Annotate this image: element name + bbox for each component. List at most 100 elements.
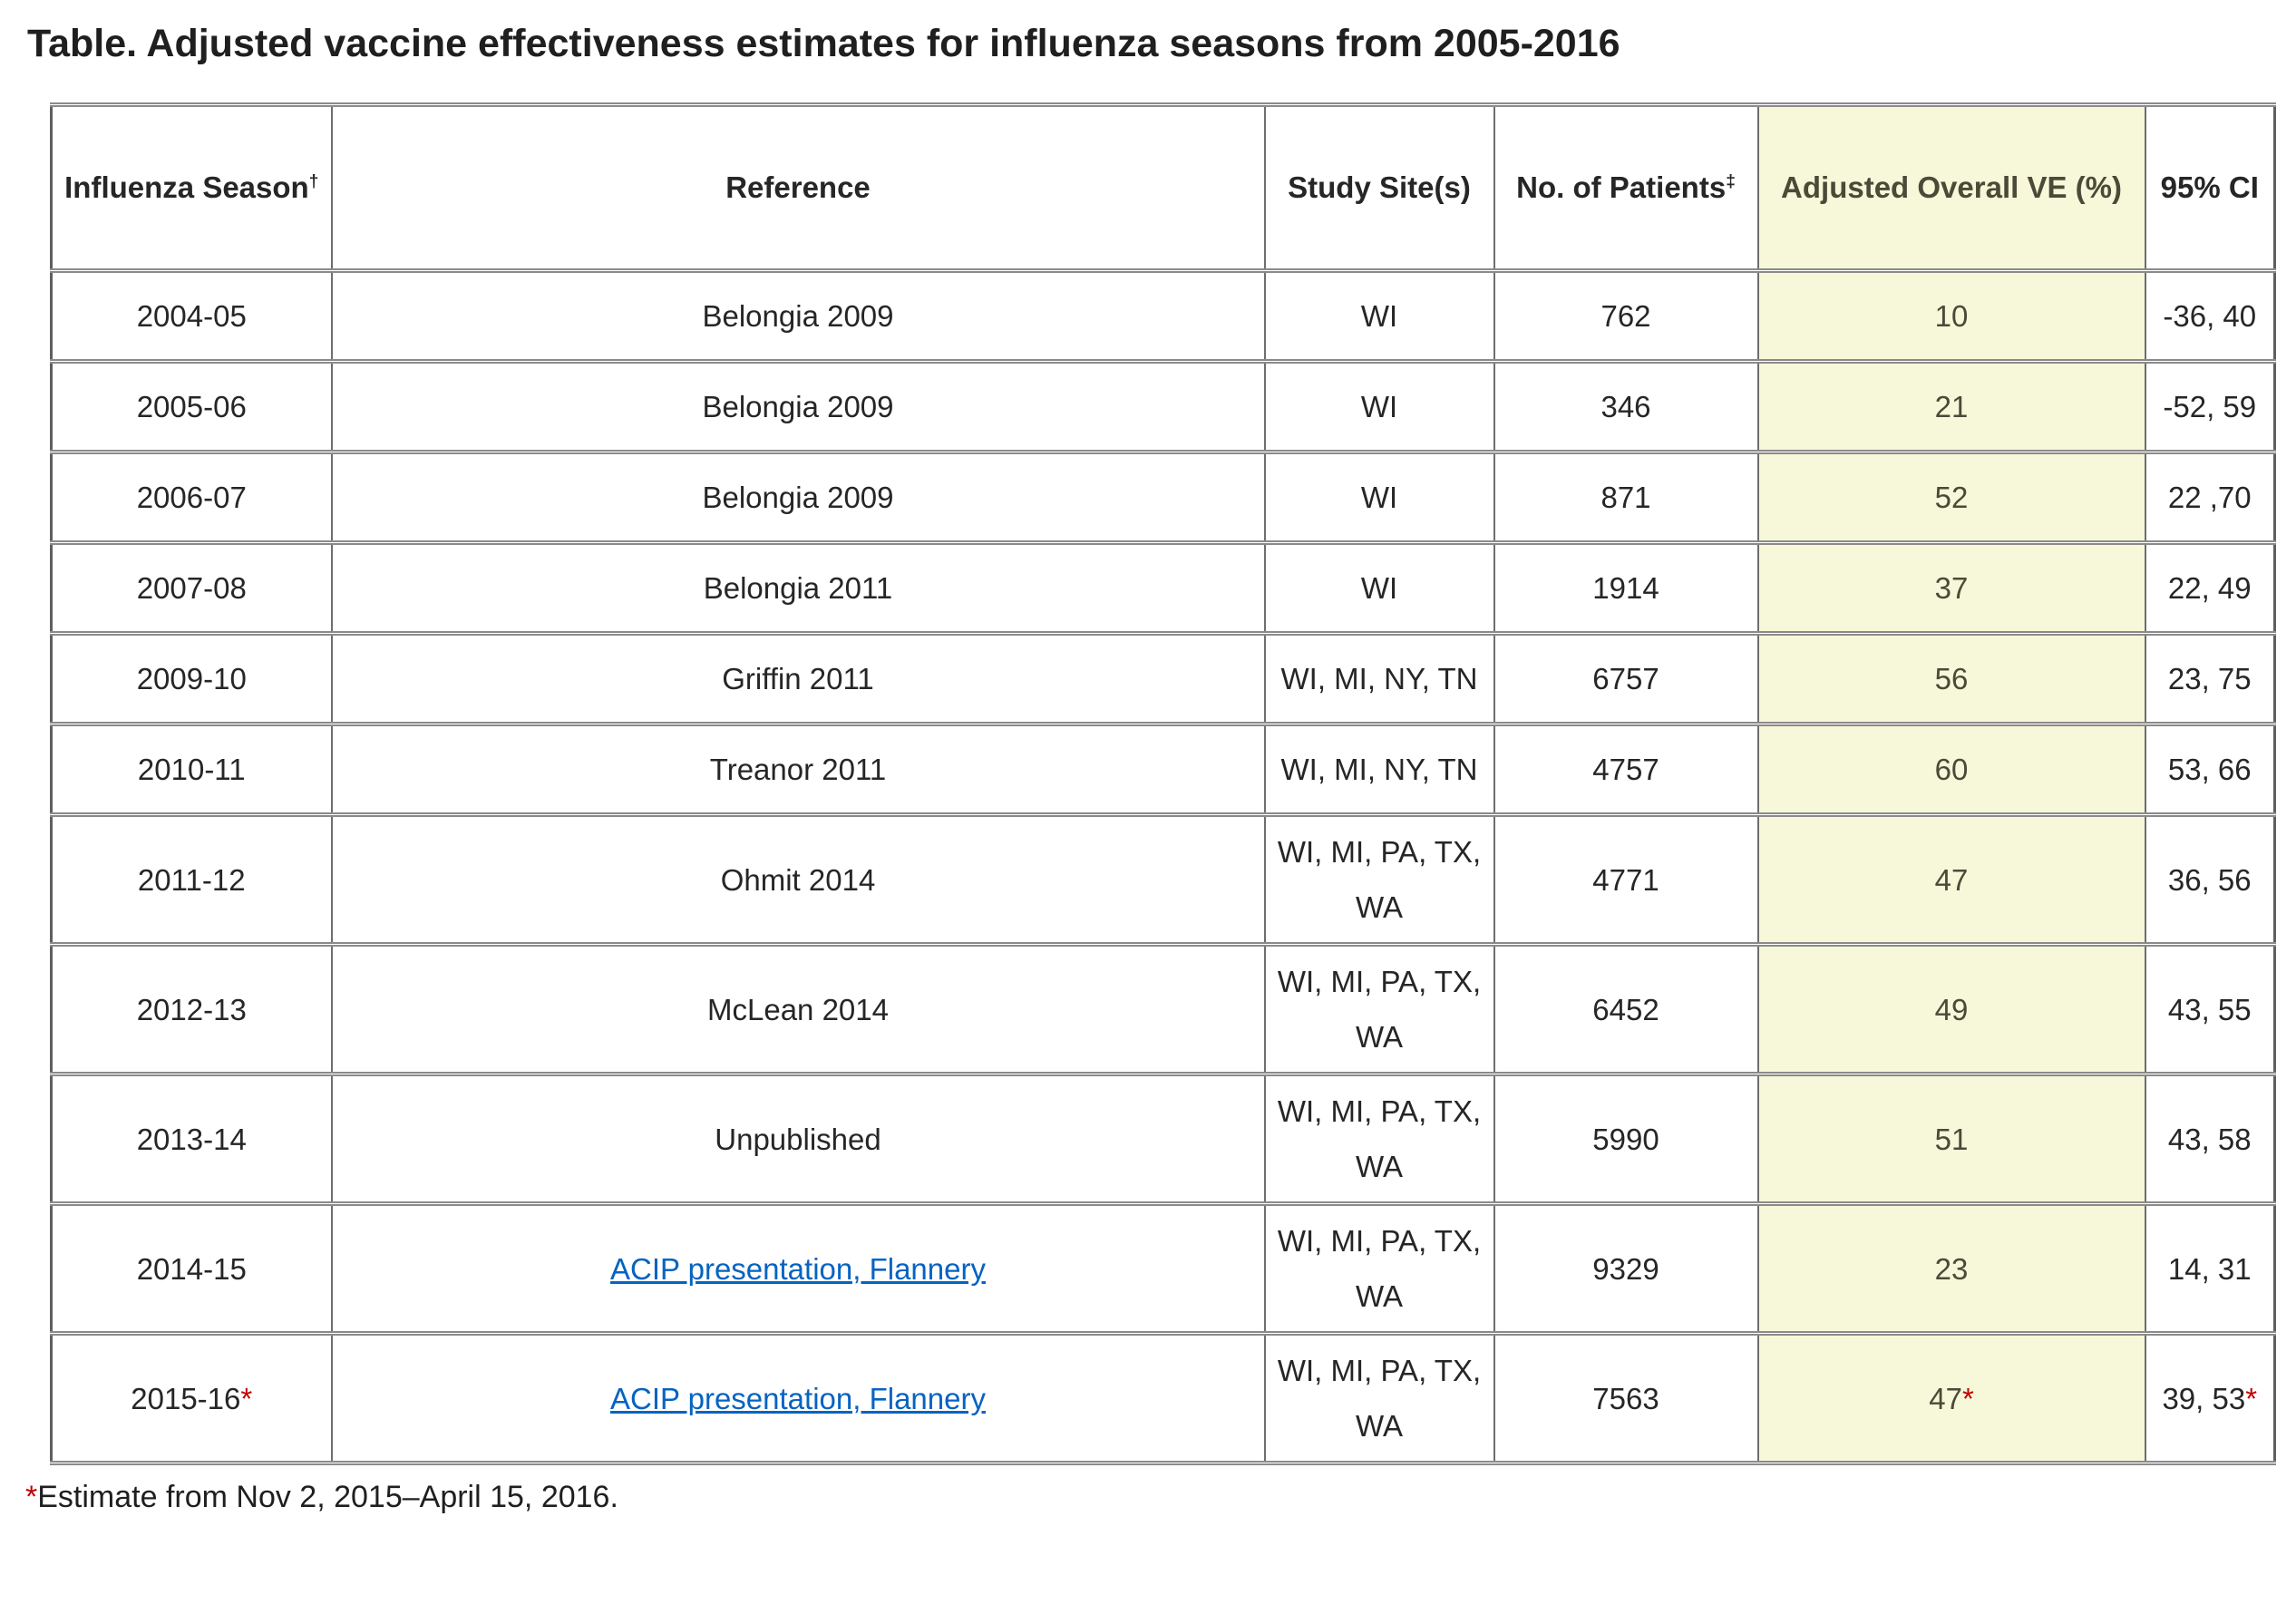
- season-cell: 2012-13: [50, 942, 333, 1077]
- reference-cell: McLean 2014: [330, 942, 1266, 1077]
- table-row: 2012-13 McLean 2014 WI, MI, PA, TX, WA 64…: [50, 942, 2276, 1077]
- reference-link[interactable]: ACIP presentation, Flannery: [610, 1251, 986, 1286]
- column-header-influenza-season: Influenza Season†: [50, 102, 333, 273]
- ve-cell: 23: [1756, 1201, 2146, 1337]
- season-value: 2014-15: [136, 1251, 247, 1286]
- patients-cell: 4771: [1493, 812, 1759, 948]
- ci-cell: -36, 40: [2144, 268, 2276, 364]
- patients-cell: 9329: [1493, 1201, 1759, 1337]
- patients-value: 4771: [1592, 862, 1659, 897]
- season-cell: 2006-07: [50, 450, 333, 545]
- patients-cell: 6452: [1493, 942, 1759, 1077]
- table-row: 2004-05 Belongia 2009 WI 762 10 -36, 40: [50, 268, 2276, 364]
- patients-value: 6757: [1592, 661, 1659, 695]
- reference-value: Ohmit 2014: [720, 862, 876, 897]
- column-header-patients: No. of Patients‡: [1493, 102, 1759, 273]
- patients-cell: 4757: [1493, 722, 1759, 817]
- footnote-text: Estimate from Nov 2, 2015–April 15, 2016…: [37, 1480, 618, 1515]
- ve-cell: 47*: [1756, 1331, 2146, 1466]
- table-row: 2006-07 Belongia 2009 WI 871 52 22 ,70: [50, 450, 2276, 545]
- ve-cell: 10: [1756, 268, 2146, 364]
- season-value: 2009-10: [136, 661, 247, 695]
- ci-cell: 22 ,70: [2144, 450, 2276, 545]
- season-cell: 2014-15: [50, 1201, 333, 1337]
- ci-value: 53, 66: [2167, 752, 2252, 786]
- reference-cell: Ohmit 2014: [330, 812, 1266, 948]
- patients-value: 762: [1600, 298, 1651, 333]
- study-sites-value: WI, MI, PA, TX, WA: [1277, 1354, 1482, 1444]
- patients-value: 871: [1600, 480, 1651, 514]
- season-cell: 2015-16*: [50, 1331, 333, 1466]
- table-row: 2005-06 Belongia 2009 WI 346 21 -52, 59: [50, 359, 2276, 454]
- column-header-adjusted-ve: Adjusted Overall VE (%): [1756, 102, 2146, 273]
- study-sites-cell: WI: [1263, 268, 1495, 364]
- study-sites-value: WI, MI, NY, TN: [1280, 752, 1478, 786]
- footnote-asterisk: *: [25, 1480, 38, 1515]
- ci-value: 22 ,70: [2167, 480, 2252, 514]
- column-header-label: Reference: [725, 170, 871, 205]
- reference-cell: Treanor 2011: [330, 722, 1266, 817]
- ci-cell: 36, 56: [2144, 812, 2276, 948]
- ve-cell: 47: [1756, 812, 2146, 948]
- reference-cell: Unpublished: [330, 1072, 1266, 1207]
- study-sites-value: WI, MI, PA, TX, WA: [1277, 1094, 1482, 1184]
- study-sites-cell: WI, MI, PA, TX, WA: [1263, 1331, 1495, 1466]
- ci-value: 39, 53: [2162, 1381, 2246, 1415]
- ve-value: 23: [1934, 1251, 1969, 1286]
- column-header-label: Study Site(s): [1288, 170, 1471, 205]
- patients-value: 1914: [1592, 570, 1659, 605]
- ve-asterisk: *: [1961, 1381, 1974, 1415]
- patients-footnote-mark: ‡: [1726, 172, 1736, 192]
- reference-value: Treanor 2011: [709, 752, 887, 786]
- ve-cell: 21: [1756, 359, 2146, 454]
- table-row: 2014-15 ACIP presentation, Flannery WI, …: [50, 1201, 2276, 1337]
- vaccine-effectiveness-table: Influenza Season† Reference Study Site(s…: [50, 102, 2276, 1466]
- season-cell: 2009-10: [50, 631, 333, 726]
- reference-value: Unpublished: [715, 1122, 881, 1156]
- study-sites-cell: WI: [1263, 450, 1495, 545]
- patients-value: 5990: [1592, 1122, 1659, 1156]
- season-cell: 2005-06: [50, 359, 333, 454]
- table-row: 2010-11 Treanor 2011 WI, MI, NY, TN 4757…: [50, 722, 2276, 817]
- study-sites-cell: WI, MI, NY, TN: [1263, 722, 1495, 817]
- season-value: 2010-11: [137, 752, 246, 786]
- study-sites-value: WI, MI, NY, TN: [1280, 661, 1478, 695]
- ci-asterisk: *: [2245, 1381, 2258, 1415]
- ve-cell: 56: [1756, 631, 2146, 726]
- season-value: 2006-07: [136, 480, 247, 514]
- ci-cell: 43, 58: [2144, 1072, 2276, 1207]
- reference-cell: Belongia 2009: [330, 450, 1266, 545]
- study-sites-cell: WI: [1263, 359, 1495, 454]
- column-header-reference: Reference: [330, 102, 1266, 273]
- reference-cell: ACIP presentation, Flannery: [330, 1331, 1266, 1466]
- season-value: 2012-13: [136, 992, 247, 1026]
- ci-cell: 53, 66: [2144, 722, 2276, 817]
- season-value: 2013-14: [136, 1122, 247, 1156]
- reference-link[interactable]: ACIP presentation, Flannery: [610, 1381, 986, 1415]
- study-sites-cell: WI, MI, PA, TX, WA: [1263, 812, 1495, 948]
- ci-cell: -52, 59: [2144, 359, 2276, 454]
- study-sites-cell: WI, MI, PA, TX, WA: [1263, 1072, 1495, 1207]
- ve-value: 51: [1934, 1122, 1969, 1156]
- study-sites-cell: WI, MI, PA, TX, WA: [1263, 942, 1495, 1077]
- patients-cell: 762: [1493, 268, 1759, 364]
- patients-value: 7563: [1592, 1381, 1659, 1415]
- patients-cell: 6757: [1493, 631, 1759, 726]
- ci-value: 36, 56: [2167, 862, 2252, 897]
- patients-cell: 346: [1493, 359, 1759, 454]
- ve-value: 37: [1934, 570, 1969, 605]
- ci-value: 43, 55: [2167, 992, 2252, 1026]
- season-cell: 2007-08: [50, 540, 333, 636]
- season-value: 2007-08: [136, 570, 247, 605]
- ve-value: 49: [1934, 992, 1969, 1026]
- study-sites-value: WI: [1360, 480, 1398, 514]
- ci-cell: 43, 55: [2144, 942, 2276, 1077]
- column-header-95ci: 95% CI: [2144, 102, 2276, 273]
- study-sites-cell: WI, MI, NY, TN: [1263, 631, 1495, 726]
- ve-cell: 49: [1756, 942, 2146, 1077]
- reference-value: Belongia 2009: [702, 389, 894, 423]
- reference-cell: ACIP presentation, Flannery: [330, 1201, 1266, 1337]
- season-value: 2015-16: [131, 1381, 241, 1415]
- study-sites-value: WI: [1360, 570, 1398, 605]
- ve-value: 10: [1934, 298, 1969, 333]
